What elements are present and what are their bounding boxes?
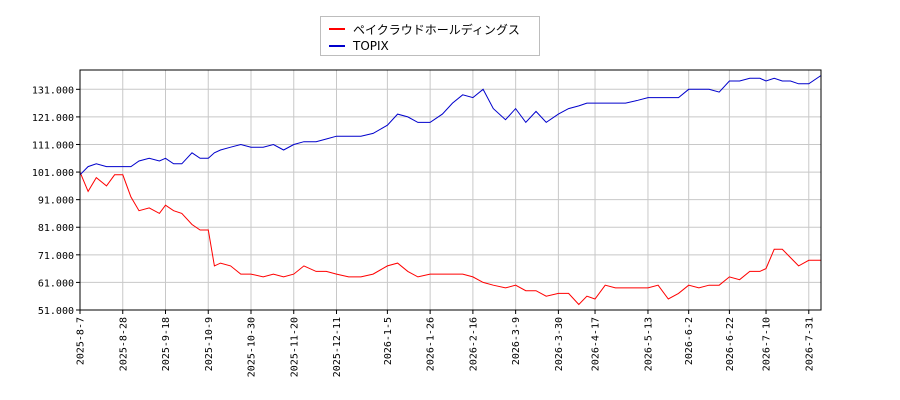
- x-tick-label: 2026-2-16: [468, 317, 479, 371]
- x-tick-label: 2025-8-7: [76, 317, 87, 365]
- y-tick-label: 51.000: [38, 306, 74, 317]
- x-axis: 2025-8-7 2025-8-28 2025-9-18 2025-10-9 2025-…: [76, 310, 815, 377]
- legend-item-series-2: TOPIX: [329, 38, 389, 54]
- legend-swatch-series-1: [329, 28, 345, 30]
- y-tick-label: 61.000: [38, 278, 74, 289]
- y-tick-label: 91.000: [38, 196, 74, 207]
- legend: ペイクラウドホールディングス TOPIX: [320, 16, 540, 56]
- y-tick-label: 101.000: [32, 168, 74, 179]
- x-tick-label: 2025-10-9: [204, 317, 215, 371]
- y-tick-label: 71.000: [38, 251, 74, 262]
- y-tick-label: 81.000: [38, 223, 74, 234]
- legend-label-series-1: ペイクラウドホールディングス: [353, 22, 520, 37]
- x-tick-label: 2026-7-31: [804, 317, 815, 371]
- series-line-2: [79, 75, 822, 176]
- x-tick-label: 2025-11-20: [289, 317, 300, 377]
- x-tick-label: 2026-5-13: [643, 317, 654, 371]
- y-tick-label: 111.000: [32, 140, 74, 151]
- y-tick-label: 131.000: [32, 85, 74, 96]
- legend-item-series-1: ペイクラウドホールディングス: [329, 21, 520, 37]
- x-tick-label: 2025-8-28: [118, 317, 129, 371]
- x-tick-label: 2025-12-11: [332, 317, 343, 377]
- y-tick-label: 121.000: [32, 113, 74, 124]
- x-tick-label: 2026-7-10: [762, 317, 773, 371]
- x-tick-label: 2026-3-30: [554, 317, 565, 371]
- x-tick-label: 2026-6-22: [725, 317, 736, 371]
- x-tick-label: 2026-4-17: [591, 317, 602, 371]
- x-tick-label: 2026-3-9: [511, 317, 522, 365]
- x-tick-label: 2026-1-5: [383, 317, 394, 365]
- y-axis: 51.000 61.000 71.000 81.000 91.000 101.000 111…: [32, 85, 80, 317]
- x-tick-label: 2025-9-18: [161, 317, 172, 371]
- series-line-1: [79, 171, 821, 306]
- grid-lines: [79, 70, 821, 311]
- series-layer: [79, 75, 822, 306]
- legend-swatch-series-2: [329, 45, 345, 47]
- legend-label-series-2: TOPIX: [353, 39, 389, 53]
- x-tick-label: 2025-10-30: [247, 317, 258, 377]
- x-tick-label: 2026-1-26: [426, 317, 437, 371]
- plot-frame: [79, 69, 822, 311]
- x-tick-label: 2026-6-2: [684, 317, 695, 365]
